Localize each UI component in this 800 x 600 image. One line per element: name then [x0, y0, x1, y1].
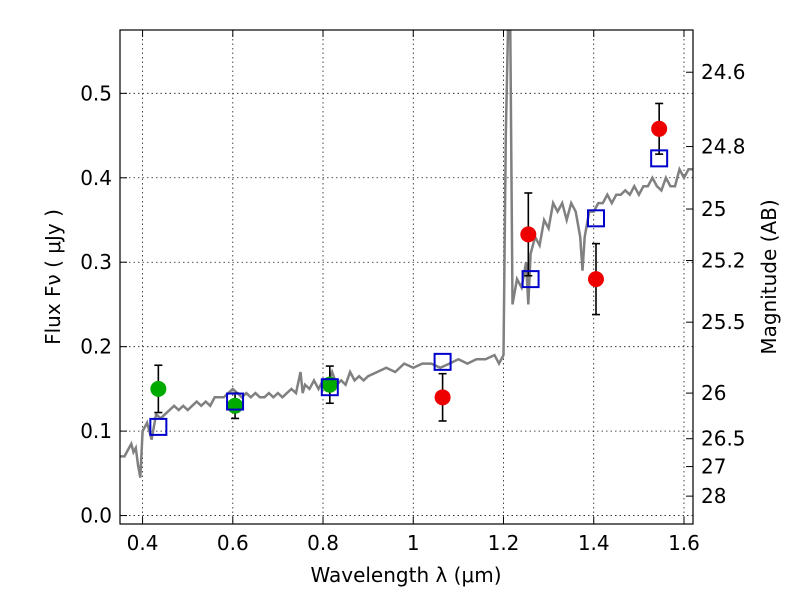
x-tick-label: 1.4: [578, 531, 610, 555]
x-tick-label: 1: [407, 531, 420, 555]
model-square-point: [226, 392, 245, 411]
x-tick-label: 0.8: [307, 531, 339, 555]
x-tick-label: 0.4: [127, 531, 159, 555]
y2-tick-label: 25.5: [701, 310, 746, 334]
red-data-point: [651, 120, 668, 137]
x-tick-label: 0.6: [217, 531, 249, 555]
model-square-point: [521, 270, 540, 289]
model-square-point: [320, 378, 339, 397]
green-data-point: [321, 376, 338, 393]
green-data-point: [227, 397, 244, 414]
y2-tick-label: 24.6: [701, 60, 746, 84]
x-axis-label: Wavelength λ (μm): [310, 563, 501, 587]
y-tick-label: 0.0: [80, 504, 112, 528]
model-spectrum-layer: [120, 30, 693, 478]
red-data-point: [587, 271, 604, 288]
model-square-point: [650, 149, 669, 168]
y-axis-label: Flux Fν ( μJy ): [41, 209, 65, 345]
red-data-point: [520, 226, 537, 243]
ticks-layer: 0.4 0.6 0.8 1 1.2 1.4 1.6 0.0 0.1 0.2 0.3 0.4 0.5 24.…: [80, 30, 746, 555]
plot-frame: [119, 29, 694, 525]
model-square-point: [433, 352, 452, 371]
gridlines: [120, 30, 693, 524]
y2-tick-label: 26.5: [701, 427, 746, 451]
x-tick-label: 1.2: [488, 531, 520, 555]
y2-tick-label: 28: [701, 484, 726, 508]
y-tick-label: 0.4: [80, 166, 112, 190]
green-data-point: [150, 380, 167, 397]
model-square-point: [149, 417, 168, 436]
y-tick-label: 0.3: [80, 250, 112, 274]
y2-tick-label: 27: [701, 455, 726, 479]
y2-tick-label: 26: [701, 381, 726, 405]
red-data-point: [434, 389, 451, 406]
y-tick-label: 0.1: [80, 419, 112, 443]
model-spectrum-line: [120, 30, 693, 478]
model-square-point: [586, 209, 605, 228]
y2-tick-label: 25.2: [701, 249, 746, 273]
y-tick-label: 0.5: [80, 81, 112, 105]
y2-tick-label: 24.8: [701, 135, 746, 159]
markers-layer: [149, 120, 669, 436]
x-tick-label: 1.6: [668, 531, 700, 555]
y2-tick-label: 25: [701, 197, 726, 221]
y-tick-label: 0.2: [80, 335, 112, 359]
y2-axis-label: Magnitude (AB): [757, 199, 781, 354]
